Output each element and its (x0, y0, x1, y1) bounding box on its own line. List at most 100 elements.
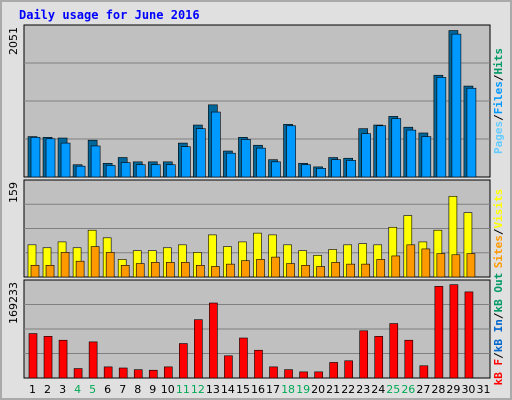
x-tick-label-8: 8 (134, 383, 141, 396)
bar-kb-f-day-30 (464, 291, 474, 379)
legend-entry: kB In (492, 319, 505, 352)
max-label-1: 2051 (7, 27, 20, 55)
max-label-2: 159 (7, 182, 20, 203)
bar-files-day-9 (150, 164, 161, 178)
bar-files-day-12 (196, 128, 206, 178)
legend-entry: / (492, 228, 505, 235)
bar-kb-f-day-18 (284, 369, 293, 379)
bar-sites-day-28 (436, 253, 446, 278)
bar-kb-f-day-20 (314, 371, 323, 379)
bar-sites-day-4 (75, 260, 85, 278)
x-tick-label-25: 25 (386, 383, 400, 396)
bar-sites-day-27 (421, 248, 431, 278)
bar-kb-f-day-27 (419, 365, 429, 379)
bar-kb-f-day-10 (163, 366, 173, 379)
bar-files-day-8 (135, 164, 146, 178)
x-tick-label-19: 19 (296, 383, 310, 396)
legend-entry: / (492, 114, 505, 121)
bar-sites-day-13 (211, 266, 220, 278)
legend-entry: / (492, 352, 505, 359)
legend-2: Sites/Visits (492, 189, 505, 269)
bar-files-day-24 (376, 125, 387, 178)
chart-title: Daily usage for June 2016 (19, 8, 200, 22)
bar-sites-day-20 (316, 266, 325, 278)
legend-entry: kB F (492, 359, 505, 386)
x-tick-label-11: 11 (176, 383, 190, 396)
bar-kb-f-day-25 (389, 323, 399, 379)
bar-kb-f-day-13 (209, 302, 218, 379)
bar-files-day-23 (361, 133, 372, 178)
bar-files-day-14 (226, 152, 236, 178)
bar-sites-day-22 (346, 263, 355, 278)
bar-sites-day-25 (391, 255, 401, 278)
bar-files-day-25 (391, 118, 402, 178)
bar-kb-f-day-19 (299, 371, 308, 379)
bar-files-day-3 (60, 142, 71, 178)
bar-sites-day-18 (286, 263, 295, 278)
bar-files-day-15 (241, 139, 251, 178)
bar-files-day-30 (466, 87, 477, 178)
bar-sites-day-30 (466, 253, 476, 278)
x-tick-label-27: 27 (416, 383, 430, 396)
bar-sites-day-5 (90, 246, 100, 278)
bar-sites-day-23 (361, 263, 371, 278)
bar-kb-f-day-29 (449, 284, 459, 379)
bar-sites-day-8 (135, 263, 145, 278)
x-tick-label-10: 10 (161, 383, 175, 396)
bar-kb-f-day-22 (344, 360, 353, 379)
x-tick-label-26: 26 (401, 383, 415, 396)
x-tick-label-6: 6 (104, 383, 111, 396)
x-tick-label-31: 31 (476, 383, 490, 396)
bar-sites-day-19 (301, 265, 310, 278)
x-tick-label-22: 22 (341, 383, 355, 396)
bar-files-day-27 (421, 136, 432, 178)
bar-kb-f-day-7 (118, 367, 128, 379)
bar-sites-day-26 (406, 244, 416, 278)
bar-kb-f-day-2 (43, 336, 53, 379)
bar-sites-day-21 (331, 262, 340, 278)
x-tick-label-4: 4 (74, 383, 81, 396)
bar-sites-day-1 (30, 265, 40, 278)
bar-files-day-19 (301, 164, 311, 178)
bar-sites-day-16 (256, 259, 265, 278)
bar-sites-day-29 (451, 254, 461, 278)
bar-sites-day-11 (181, 262, 190, 278)
bar-files-day-17 (271, 161, 281, 178)
bar-kb-f-day-11 (179, 343, 188, 379)
bar-kb-f-day-26 (404, 339, 414, 379)
bar-kb-f-day-9 (148, 369, 158, 379)
x-tick-label-1: 1 (29, 383, 36, 396)
bar-kb-f-day-28 (434, 286, 444, 379)
bar-sites-day-14 (226, 263, 235, 278)
x-tick-label-17: 17 (266, 383, 280, 396)
legend-1: Pages/Files/Hits (492, 48, 505, 154)
x-tick-label-30: 30 (461, 383, 475, 396)
bar-files-day-7 (120, 162, 131, 178)
x-tick-label-13: 13 (206, 383, 220, 396)
bar-kb-f-day-17 (269, 366, 278, 379)
x-tick-label-12: 12 (191, 383, 205, 396)
legend-entry: Pages (492, 121, 505, 154)
bar-files-day-1 (30, 137, 41, 178)
bar-sites-day-7 (120, 265, 130, 278)
bar-files-day-21 (331, 159, 341, 178)
bar-files-day-5 (90, 145, 101, 178)
x-tick-label-14: 14 (221, 383, 235, 396)
x-tick-label-16: 16 (251, 383, 265, 396)
bar-kb-f-day-14 (224, 355, 233, 379)
bar-kb-f-day-1 (28, 333, 38, 379)
bar-files-day-20 (316, 168, 326, 178)
bar-files-day-13 (211, 111, 221, 178)
bar-kb-f-day-3 (58, 339, 68, 379)
bar-files-day-6 (105, 165, 116, 178)
bar-files-day-18 (286, 125, 296, 178)
bar-kb-f-day-5 (88, 341, 98, 379)
legend-entry: Visits (492, 189, 505, 229)
legend-entry: Hits (492, 48, 505, 75)
bar-kb-f-day-12 (194, 319, 203, 379)
x-tick-label-2: 2 (44, 383, 51, 396)
bar-sites-day-15 (241, 260, 250, 278)
bar-kb-f-day-21 (329, 362, 338, 379)
bar-files-day-16 (256, 147, 266, 178)
x-tick-label-20: 20 (311, 383, 325, 396)
